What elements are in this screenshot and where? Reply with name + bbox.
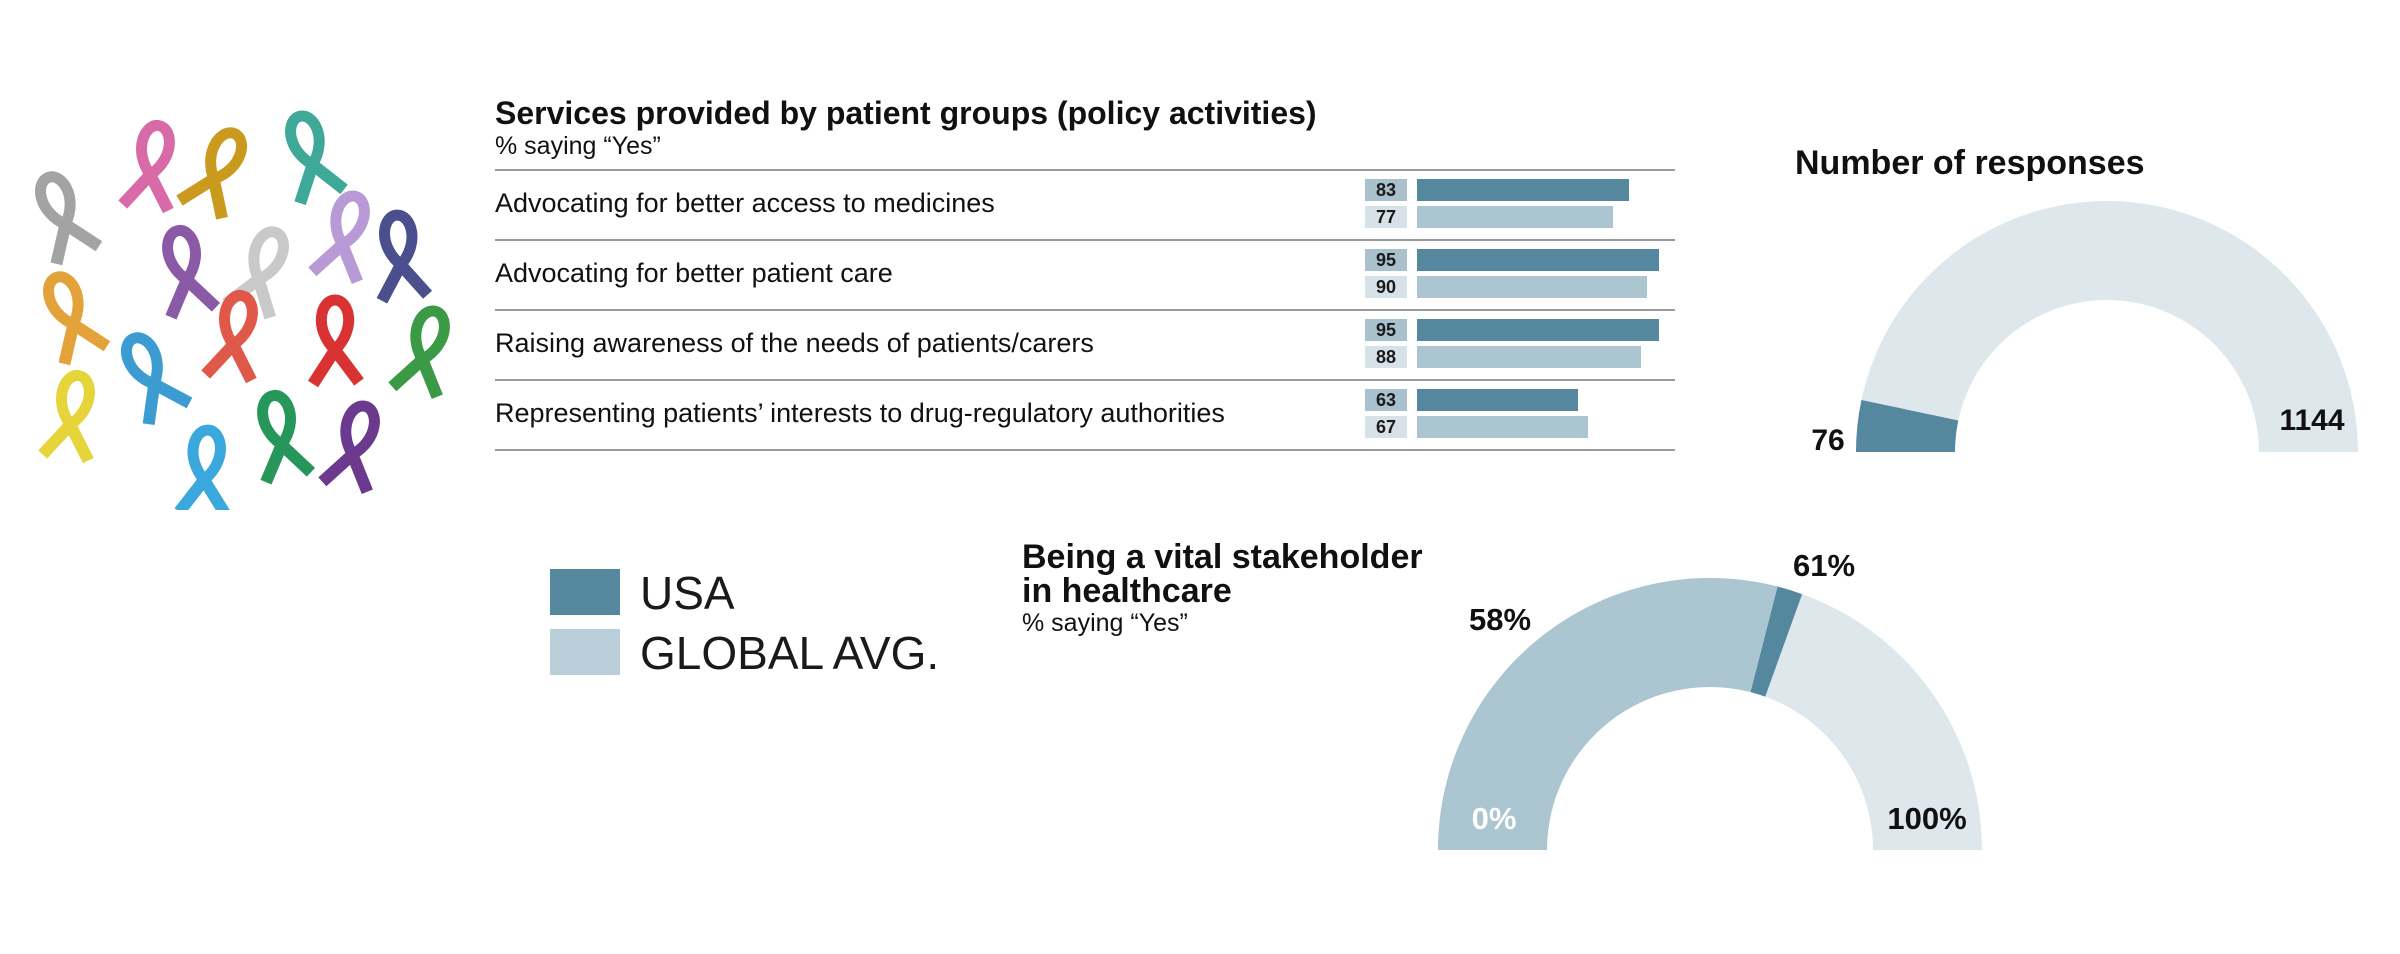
ribbon-icon <box>43 271 111 366</box>
value-badge-global: 77 <box>1365 206 1407 228</box>
vital-gauge-title-line2: in healthcare <box>1022 572 1232 610</box>
value-badge-usa: 95 <box>1365 319 1407 341</box>
service-row: Advocating for better access to medicine… <box>495 171 1675 241</box>
responses-gauge-value <box>1856 399 1959 452</box>
ribbon-icon <box>174 424 231 510</box>
service-row: Raising awareness of the needs of patien… <box>495 311 1675 381</box>
ribbon-icon <box>201 290 258 384</box>
awareness-ribbons-image <box>35 110 450 510</box>
vital-gauge-header: Being a vital stakeholder in healthcare … <box>1022 540 1423 638</box>
value-badge-global: 88 <box>1365 346 1407 368</box>
bar-global <box>1417 276 1647 298</box>
responses-total-label: 1144 <box>2279 404 2344 437</box>
ribbon-icon <box>308 190 370 285</box>
vital-gauge-usa <box>1750 586 1803 697</box>
services-chart-subtitle: % saying “Yes” <box>495 132 661 160</box>
service-row-label: Raising awareness of the needs of patien… <box>495 328 1094 358</box>
ribbon-icon <box>118 120 175 214</box>
bar-usa <box>1417 319 1660 341</box>
legend-swatch-usa <box>550 569 620 615</box>
service-row: Representing patients’ interests to drug… <box>495 381 1675 451</box>
service-row-label: Advocating for better patient care <box>495 258 893 288</box>
ribbon-icon <box>376 209 433 304</box>
vital-global-label: 58% <box>1469 602 1531 637</box>
vital-min-label: 0% <box>1472 801 1517 836</box>
vital-usa-label: 61% <box>1793 548 1855 583</box>
value-badge-global: 90 <box>1365 276 1407 298</box>
service-row-label: Advocating for better access to medicine… <box>495 188 995 218</box>
responses-value-label: 76 <box>1811 424 1844 457</box>
ribbon-icon <box>35 171 103 266</box>
ribbon-icon <box>318 400 380 495</box>
ribbon-icon <box>176 127 248 220</box>
bar-usa <box>1417 249 1660 271</box>
value-badge-usa: 83 <box>1365 179 1407 201</box>
legend-label-global: GLOBAL AVG. <box>640 627 940 679</box>
service-row: Advocating for better patient care 95 90 <box>495 241 1675 311</box>
bar-global <box>1417 206 1614 228</box>
vital-gauge-global <box>1438 578 1778 850</box>
responses-gauge-track <box>1856 201 2358 452</box>
bar-global <box>1417 416 1588 438</box>
value-badge-global: 67 <box>1365 416 1407 438</box>
legend-label-usa: USA <box>640 567 735 619</box>
legend-swatch-global <box>550 629 620 675</box>
bar-usa <box>1417 389 1578 411</box>
vital-max-label: 100% <box>1887 801 1966 836</box>
ribbon-icon <box>307 294 364 388</box>
ribbon-icon <box>257 390 316 485</box>
services-chart-title: Services provided by patient groups (pol… <box>495 95 1317 131</box>
vital-gauge-title-line1: Being a vital stakeholder <box>1022 538 1423 576</box>
responses-gauge-title: Number of responses <box>1795 144 2145 182</box>
services-chart: Services provided by patient groups (pol… <box>495 95 1675 451</box>
ribbon-icon <box>120 332 193 426</box>
ribbon-icon <box>388 305 450 400</box>
service-row-label: Representing patients’ interests to drug… <box>495 398 1225 428</box>
ribbon-icon <box>38 370 95 464</box>
ribbon-icon <box>162 225 221 320</box>
value-badge-usa: 63 <box>1365 389 1407 411</box>
ribbon-icon <box>285 110 348 206</box>
services-rows: Advocating for better access to medicine… <box>495 169 1675 451</box>
vital-gauge-subtitle: % saying “Yes” <box>1022 609 1188 637</box>
bar-global <box>1417 346 1642 368</box>
value-badge-usa: 95 <box>1365 249 1407 271</box>
bar-usa <box>1417 179 1629 201</box>
